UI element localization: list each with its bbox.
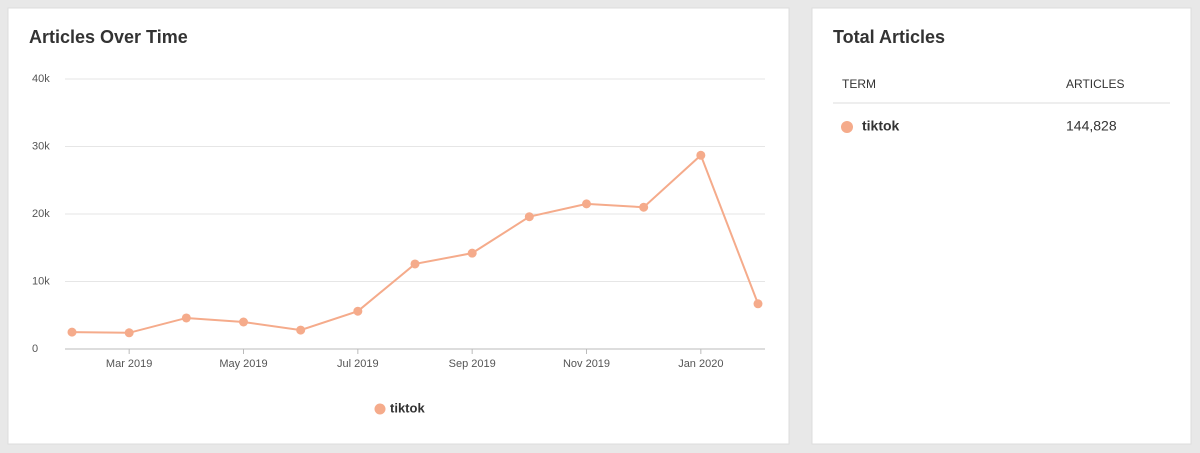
y-tick-label: 10k [32, 275, 50, 287]
chart-title: Articles Over Time [29, 27, 188, 47]
x-tick-label: Sep 2019 [449, 358, 496, 370]
column-header: TERM [842, 77, 876, 91]
term-swatch [841, 121, 853, 133]
article-count: 144,828 [1066, 118, 1117, 134]
term-link[interactable]: tiktok [862, 118, 900, 134]
y-tick-label: 0 [32, 343, 38, 355]
y-tick-label: 40k [32, 73, 50, 85]
data-point [467, 248, 477, 258]
legend-label: tiktok [390, 400, 425, 415]
y-tick-label: 30k [32, 140, 50, 152]
table-card [811, 7, 1192, 445]
data-point [181, 313, 191, 323]
column-header: ARTICLES [1066, 77, 1124, 91]
data-point [696, 150, 706, 160]
y-tick-label: 20k [32, 208, 50, 220]
data-point [410, 259, 420, 269]
data-point [582, 199, 591, 209]
data-point [753, 299, 763, 309]
data-point [524, 212, 534, 222]
x-tick-label: Jul 2019 [337, 358, 379, 370]
legend-swatch [374, 403, 386, 415]
data-point [124, 328, 134, 338]
data-point [353, 306, 363, 316]
x-tick-label: May 2019 [219, 358, 267, 370]
data-point [239, 317, 248, 327]
data-point [296, 325, 306, 335]
table-title: Total Articles [833, 27, 945, 47]
data-point [67, 327, 77, 337]
x-tick-label: Mar 2019 [106, 358, 152, 370]
x-tick-label: Jan 2020 [678, 358, 723, 370]
chart-card [7, 7, 790, 445]
x-tick-label: Nov 2019 [563, 358, 610, 370]
data-point [639, 202, 649, 212]
